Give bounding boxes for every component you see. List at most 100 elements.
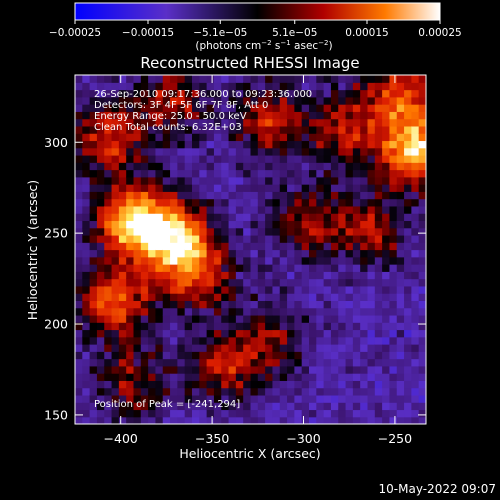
heatmap-cell: [104, 380, 113, 389]
heatmap-cell: [206, 249, 215, 258]
heatmap-cell: [162, 205, 171, 214]
heatmap-cell: [89, 373, 98, 381]
heatmap-cell: [82, 234, 91, 243]
heatmap-cell: [140, 387, 149, 396]
heatmap-cell: [396, 75, 405, 83]
heatmap-cell: [352, 213, 361, 222]
heatmap-cell: [338, 249, 347, 258]
heatmap-cell: [126, 314, 135, 323]
heatmap-cell: [206, 358, 215, 367]
heatmap-cell: [316, 307, 325, 316]
heatmap-cell: [206, 278, 215, 287]
heatmap-cell: [265, 242, 274, 251]
heatmap-cell: [221, 154, 230, 163]
heatmap-cell: [243, 154, 252, 163]
heatmap-cell: [330, 125, 339, 134]
heatmap-cell: [140, 329, 149, 338]
heatmap-cell: [323, 205, 332, 214]
heatmap-cell: [75, 322, 83, 331]
heatmap-cell: [199, 213, 208, 222]
heatmap-cell: [104, 314, 113, 323]
heatmap-cell: [111, 249, 120, 258]
heatmap-cell: [75, 118, 83, 127]
heatmap-cell: [301, 191, 310, 200]
heatmap-cell: [411, 271, 420, 280]
heatmap-cell: [155, 300, 164, 309]
heatmap-cell: [140, 256, 149, 265]
heatmap-cell: [243, 402, 252, 411]
heatmap-cell: [411, 402, 420, 411]
heatmap-cell: [374, 198, 383, 207]
heatmap-cell: [155, 104, 164, 112]
heatmap-cell: [418, 264, 426, 272]
heatmap-cell: [192, 293, 200, 301]
heatmap-cell: [389, 416, 398, 424]
heatmap-cell: [104, 278, 113, 287]
heatmap-cell: [396, 147, 405, 156]
heatmap-cell: [243, 387, 252, 396]
heatmap-cell: [367, 154, 376, 163]
heatmap-cell: [96, 358, 105, 367]
heatmap-cell: [279, 234, 288, 243]
x-tick-label: −400: [104, 431, 138, 446]
heatmap-cell: [301, 133, 310, 142]
heatmap-cell: [338, 118, 347, 127]
heatmap-cell: [316, 285, 325, 294]
heatmap-cell: [316, 256, 325, 265]
heatmap-cell: [104, 373, 113, 381]
heatmap-cell: [404, 336, 412, 345]
heatmap-cell: [75, 278, 83, 287]
heatmap-cell: [367, 256, 376, 265]
heatmap-cell: [206, 213, 215, 222]
heatmap-cell: [294, 198, 303, 207]
heatmap-cell: [133, 314, 142, 323]
heatmap-cell: [235, 198, 244, 207]
heatmap-cell: [360, 227, 369, 236]
heatmap-cell: [89, 75, 98, 83]
heatmap-cell: [126, 147, 135, 156]
heatmap-cell: [75, 176, 83, 185]
heatmap-cell: [301, 176, 310, 185]
heatmap-cell: [170, 140, 178, 149]
heatmap-cell: [382, 358, 391, 367]
heatmap-cell: [192, 75, 200, 83]
heatmap-cell: [257, 104, 266, 112]
heatmap-cell: [411, 234, 420, 243]
heatmap-cell: [404, 402, 412, 411]
heatmap-cell: [330, 285, 339, 294]
heatmap-cell: [199, 133, 208, 142]
heatmap-cell: [279, 264, 288, 272]
heatmap-cell: [396, 184, 405, 192]
heatmap-cell: [243, 358, 252, 367]
heatmap-cell: [89, 387, 98, 396]
heatmap-cell: [272, 307, 281, 316]
heatmap-cell: [192, 264, 200, 272]
heatmap-cell: [126, 402, 135, 411]
heatmap-cell: [389, 351, 398, 360]
heatmap-cell: [192, 336, 200, 345]
heatmap-cell: [309, 234, 317, 243]
heatmap-cell: [309, 380, 317, 389]
heatmap-cell: [111, 344, 120, 352]
heatmap-cell: [148, 234, 157, 243]
heatmap-cell: [228, 169, 237, 178]
heatmap-cell: [396, 394, 405, 403]
heatmap-cell: [316, 213, 325, 222]
heatmap-cell: [140, 336, 149, 345]
heatmap-cell: [126, 205, 135, 214]
heatmap-cell: [243, 96, 252, 105]
heatmap-cell: [126, 329, 135, 338]
heatmap-cell: [411, 264, 420, 272]
heatmap-cell: [287, 104, 295, 112]
heatmap-cell: [118, 402, 127, 411]
heatmap-cell: [213, 242, 222, 251]
heatmap-cell: [330, 118, 339, 127]
heatmap-cell: [257, 387, 266, 396]
heatmap-cell: [148, 191, 157, 200]
heatmap-cell: [133, 242, 142, 251]
heatmap-cell: [111, 394, 120, 403]
heatmap-cell: [243, 104, 252, 112]
heatmap-cell: [367, 365, 376, 374]
heatmap-cell: [82, 394, 91, 403]
heatmap-cell: [338, 351, 347, 360]
